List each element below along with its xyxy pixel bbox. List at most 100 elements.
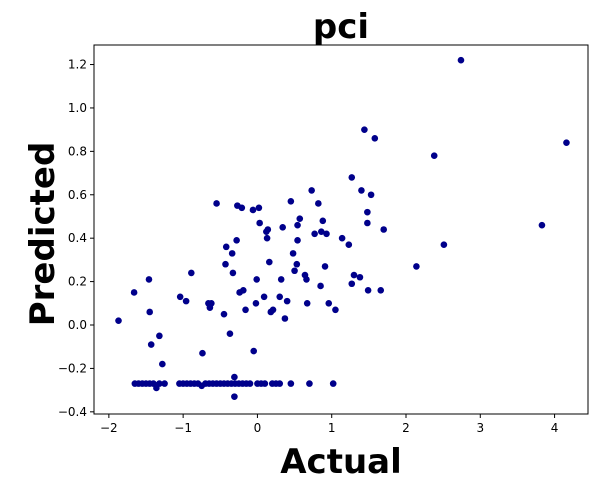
y-tick-label: −0.2 <box>58 361 87 375</box>
y-axis-label: Predicted <box>23 142 63 327</box>
data-point <box>229 269 237 277</box>
data-point <box>263 234 271 242</box>
data-point <box>222 260 229 268</box>
data-point <box>161 380 168 387</box>
data-point <box>182 297 190 305</box>
data-point <box>350 271 358 279</box>
data-point <box>345 241 353 248</box>
data-point <box>256 219 263 227</box>
data-point <box>147 341 155 348</box>
data-point <box>440 241 448 248</box>
y-tick-label: −0.4 <box>58 405 87 419</box>
data-point <box>296 215 304 222</box>
data-point <box>228 250 236 257</box>
data-point <box>176 293 184 301</box>
x-tick-label: 4 <box>551 421 559 435</box>
y-tick-label: 0.6 <box>68 188 87 202</box>
y-tick-label: 1.2 <box>68 58 87 72</box>
data-point <box>380 226 388 233</box>
data-point <box>377 286 385 294</box>
data-point <box>220 310 228 318</box>
y-tick-label: 0.8 <box>68 144 87 158</box>
data-point <box>321 263 329 270</box>
data-point <box>269 306 277 314</box>
data-point <box>294 237 301 244</box>
x-tick-label: −1 <box>174 421 192 435</box>
data-point <box>348 280 356 288</box>
data-point <box>348 174 356 181</box>
data-point <box>325 300 333 307</box>
x-tick-label: 1 <box>328 421 336 435</box>
data-point <box>277 276 285 283</box>
data-point <box>238 204 246 212</box>
data-point <box>457 56 465 64</box>
data-point <box>364 219 371 227</box>
data-point <box>279 224 286 231</box>
data-point <box>240 286 247 294</box>
data-point <box>294 221 301 229</box>
data-point <box>338 234 346 242</box>
data-point <box>318 228 325 235</box>
data-point <box>156 332 163 340</box>
data-point <box>233 237 240 244</box>
data-point <box>371 135 379 142</box>
y-tick-label: 0.4 <box>68 231 87 245</box>
data-point <box>303 300 311 307</box>
data-point <box>231 393 238 400</box>
data-point <box>329 380 337 387</box>
data-point <box>260 293 268 301</box>
data-point <box>287 197 295 205</box>
y-tick-label: 0.2 <box>68 275 87 289</box>
data-point <box>266 258 273 266</box>
data-point <box>538 221 546 229</box>
data-point <box>413 263 420 270</box>
data-point <box>364 208 371 216</box>
data-point <box>364 286 372 294</box>
data-point <box>252 300 260 307</box>
points-layer <box>115 56 570 400</box>
data-point <box>289 250 297 257</box>
data-point <box>332 306 339 314</box>
data-point <box>308 187 315 194</box>
data-point <box>281 315 289 322</box>
y-tick-label: 1.0 <box>68 101 87 115</box>
data-point <box>156 380 163 387</box>
data-point <box>315 200 322 207</box>
data-point <box>222 243 230 251</box>
data-point <box>115 317 122 324</box>
data-point <box>303 276 310 283</box>
data-point <box>199 349 206 357</box>
data-point <box>246 380 254 387</box>
data-point <box>188 269 195 277</box>
x-tick-label: 3 <box>476 421 484 435</box>
data-point <box>356 273 364 281</box>
data-point <box>276 380 284 387</box>
data-point <box>361 126 368 133</box>
data-point <box>250 347 258 355</box>
data-point <box>311 230 318 238</box>
data-point <box>146 308 154 316</box>
data-point <box>253 276 260 283</box>
data-point <box>159 360 166 368</box>
data-point <box>255 204 263 212</box>
data-point <box>264 226 272 233</box>
data-point <box>563 139 570 146</box>
x-axis: −2 −1 0 1 2 3 4 <box>100 414 558 435</box>
data-point <box>291 267 298 275</box>
data-point <box>261 380 269 387</box>
data-point <box>276 293 284 301</box>
data-point <box>145 276 153 283</box>
y-axis: −0.4 −0.2 0.0 0.2 0.4 0.6 0.8 1.0 1.2 <box>58 58 94 419</box>
data-point <box>358 187 365 194</box>
data-point <box>213 200 220 207</box>
data-point <box>283 297 291 305</box>
x-tick-label: −2 <box>100 421 118 435</box>
data-point <box>317 282 324 290</box>
y-tick-label: 0.0 <box>68 318 87 332</box>
chart-title: pci <box>313 7 369 47</box>
plot-frame <box>93 44 589 415</box>
x-tick-label: 0 <box>254 421 262 435</box>
data-point <box>430 152 438 159</box>
